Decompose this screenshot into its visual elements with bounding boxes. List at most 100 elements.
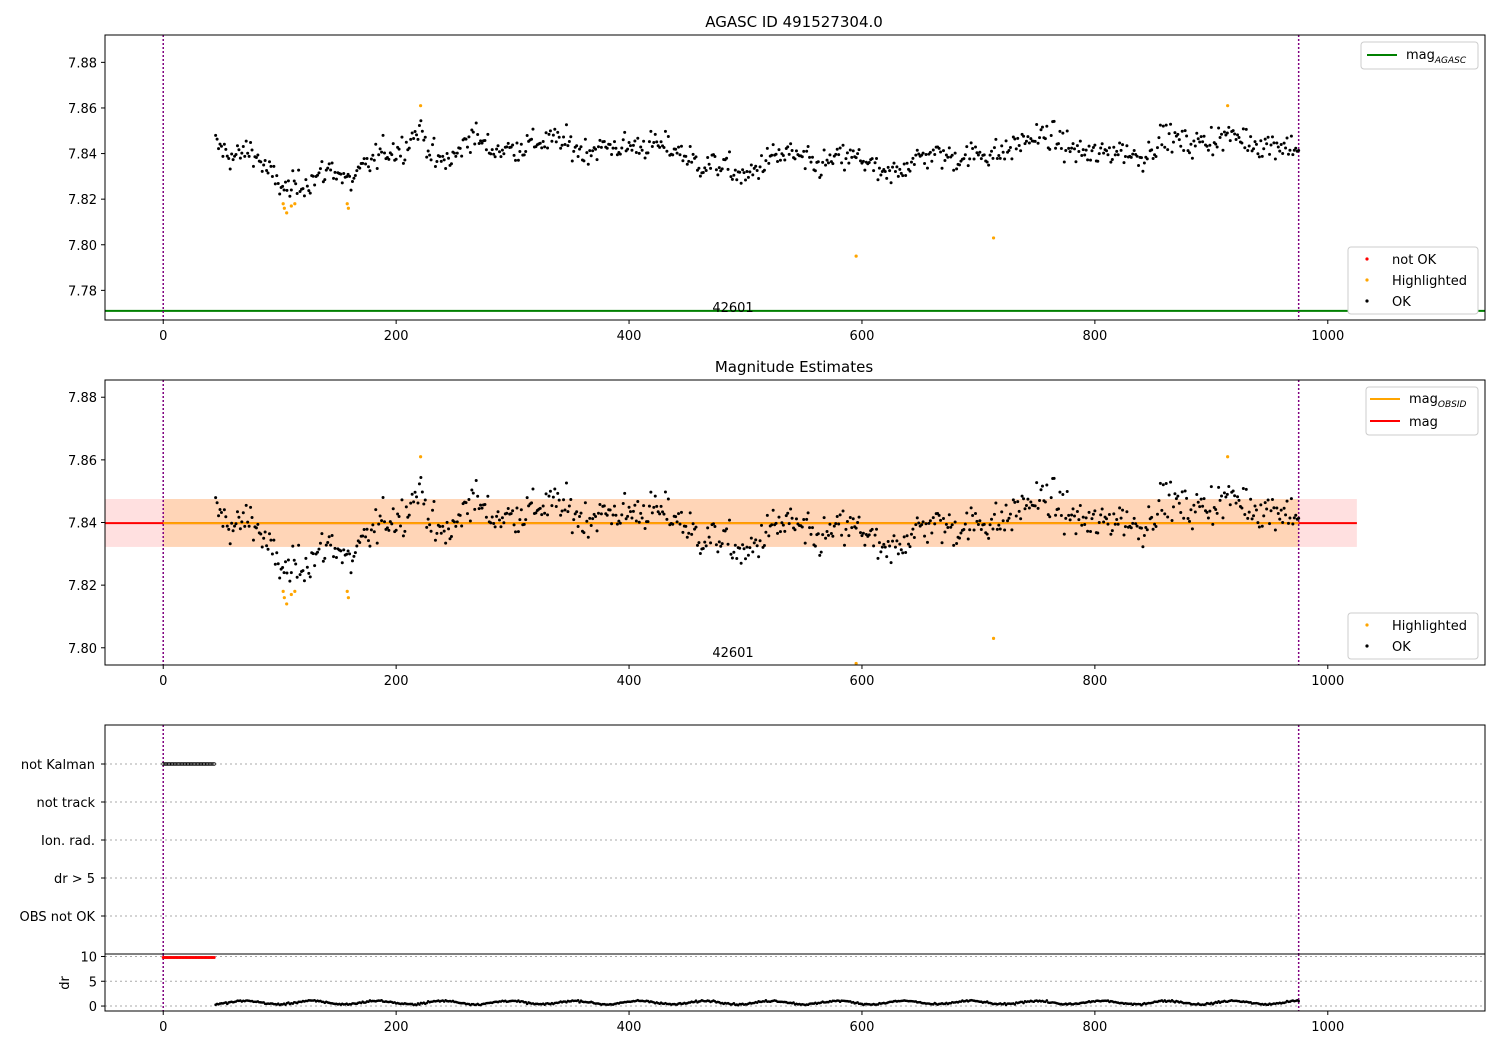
ok-point: [893, 169, 897, 173]
ok-point: [727, 518, 731, 522]
ok-point: [516, 530, 520, 534]
ok-point: [390, 522, 394, 526]
ok-point: [321, 180, 325, 184]
ok-point: [544, 131, 548, 135]
ok-point: [1118, 141, 1122, 145]
ok-point: [1068, 150, 1072, 154]
ok-point: [1137, 537, 1141, 541]
ok-point: [1272, 506, 1276, 510]
ok-point: [227, 527, 231, 531]
ok-point: [652, 505, 656, 509]
ok-point: [1173, 492, 1177, 496]
ok-point: [288, 579, 292, 583]
ok-point: [698, 552, 702, 556]
ok-point: [927, 521, 931, 525]
ok-point: [471, 491, 475, 495]
ok-point: [1268, 152, 1272, 156]
ok-point: [709, 166, 713, 170]
ok-point: [1019, 517, 1023, 521]
ok-point: [449, 162, 453, 166]
ok-point: [1016, 136, 1020, 140]
ok-point: [822, 148, 826, 152]
ok-point: [546, 513, 550, 517]
ok-point: [275, 551, 279, 555]
ok-point: [671, 153, 675, 157]
ok-point: [273, 182, 277, 186]
ok-point: [1116, 522, 1120, 526]
ok-point: [877, 166, 881, 170]
ok-point: [1260, 524, 1264, 528]
ok-point: [1135, 524, 1139, 528]
ok-point: [339, 172, 343, 176]
ok-point: [518, 518, 522, 522]
ok-point: [1022, 497, 1026, 501]
dr-xtick-label: 200: [384, 1020, 409, 1035]
ok-point: [1227, 125, 1231, 129]
ok-point: [944, 522, 948, 526]
ok-point: [251, 538, 255, 542]
ok-point: [889, 181, 893, 185]
ok-point: [1097, 521, 1101, 525]
ok-point: [933, 522, 937, 526]
ok-point: [1262, 147, 1266, 151]
ok-point: [519, 508, 523, 512]
ok-point: [777, 148, 781, 152]
ok-point: [675, 520, 679, 524]
ok-point: [1027, 141, 1031, 145]
ok-point: [228, 167, 232, 171]
ok-point: [524, 149, 528, 153]
ok-point: [771, 508, 775, 512]
flag-row-label: not track: [36, 796, 95, 811]
ok-point: [694, 525, 698, 529]
ok-point: [444, 167, 448, 171]
ok-point: [1202, 134, 1206, 138]
ok-point: [1141, 169, 1145, 173]
ok-point: [838, 146, 842, 150]
ok-point: [1086, 529, 1090, 533]
ok-point: [777, 515, 781, 519]
ok-point: [1089, 530, 1093, 534]
ok-point: [653, 132, 657, 136]
ok-point: [861, 159, 865, 163]
agasc-ytick-label: 7.86: [68, 102, 97, 117]
ok-point: [1252, 514, 1256, 518]
ok-point: [1294, 513, 1298, 517]
ok-point: [598, 138, 602, 142]
ok-point: [626, 147, 630, 151]
ok-point: [684, 524, 688, 528]
ok-point: [266, 171, 270, 175]
ok-point: [1195, 131, 1199, 135]
ok-point: [429, 529, 433, 533]
ok-point: [1157, 499, 1161, 503]
ok-point: [317, 171, 321, 175]
ok-point: [324, 543, 328, 547]
ok-point: [829, 532, 833, 536]
agasc-panel-frame: [104, 34, 1486, 321]
ok-point: [978, 150, 982, 154]
ok-point: [470, 488, 474, 492]
ok-point: [662, 145, 666, 149]
ok-point: [1119, 148, 1123, 152]
ok-point: [841, 143, 845, 147]
ok-point: [522, 153, 526, 157]
ok-point: [867, 533, 871, 537]
ok-point: [330, 534, 334, 538]
dr-xtick-label: 0: [159, 1020, 167, 1035]
ok-point: [560, 143, 564, 147]
ok-point: [394, 528, 398, 532]
ok-point: [620, 513, 624, 517]
ok-point: [260, 169, 264, 173]
ok-point: [1147, 505, 1151, 509]
ok-point: [544, 492, 548, 496]
ok-point: [496, 144, 500, 148]
ok-point: [311, 552, 315, 556]
ok-point: [723, 529, 727, 533]
ok-point: [882, 542, 886, 546]
ok-point: [556, 130, 560, 134]
ok-point: [231, 529, 235, 533]
ok-point: [990, 149, 994, 153]
ok-point: [896, 552, 900, 556]
ok-point: [291, 544, 295, 548]
ok-point: [1059, 146, 1063, 150]
ok-point: [1263, 501, 1267, 505]
